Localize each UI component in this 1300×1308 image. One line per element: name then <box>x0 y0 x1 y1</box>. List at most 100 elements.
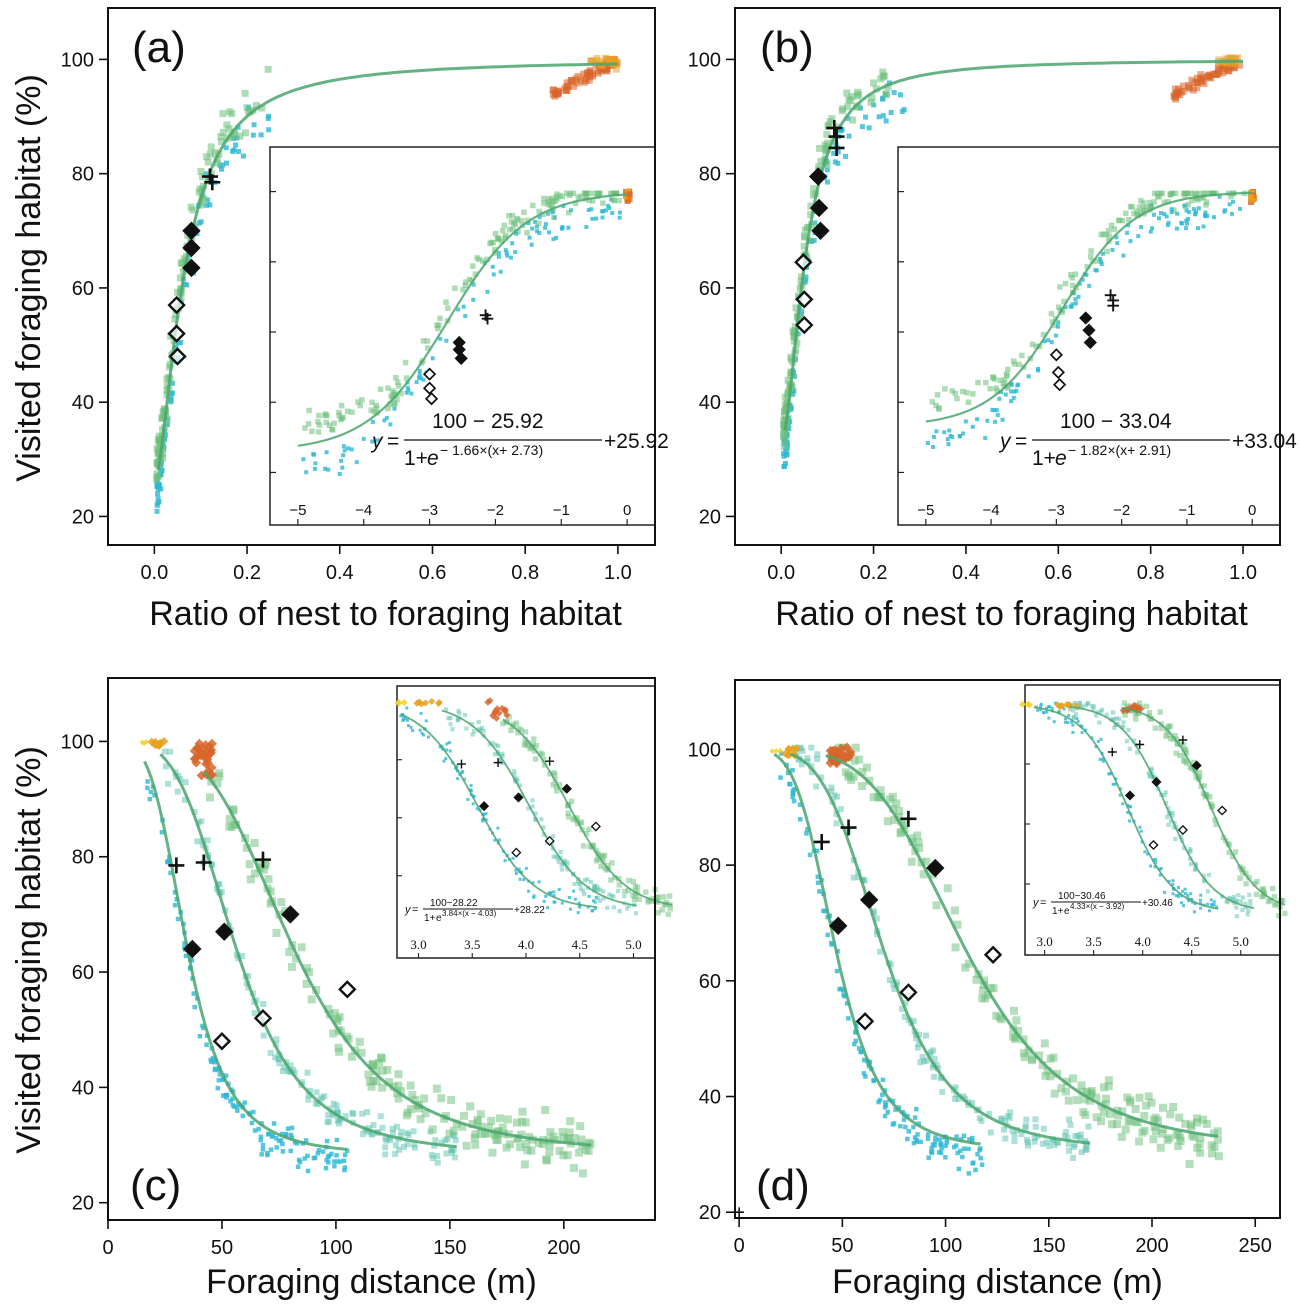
data-point <box>905 1136 910 1142</box>
data-point <box>234 1104 240 1110</box>
data-point <box>944 1137 950 1142</box>
fit-curve <box>790 752 1091 1145</box>
inset-point <box>600 200 606 206</box>
inset-point <box>1042 339 1047 344</box>
inset-point <box>592 899 596 903</box>
inset-fit-curve <box>441 709 637 907</box>
inset-point <box>1016 361 1022 368</box>
inset-point <box>1212 903 1216 907</box>
inset-point <box>1126 217 1132 223</box>
data-point <box>402 1111 411 1120</box>
equation-equals: = <box>387 430 399 453</box>
data-point <box>1118 1107 1127 1116</box>
data-point <box>299 1079 306 1086</box>
inset-marker-diamond-open <box>422 367 437 381</box>
data-point <box>814 848 820 854</box>
data-point <box>1046 1054 1055 1063</box>
inset-point <box>462 777 466 781</box>
inset-point <box>526 221 531 226</box>
data-point <box>781 407 789 415</box>
inset-point <box>479 725 485 731</box>
inset-point <box>1159 867 1163 871</box>
data-point <box>980 976 989 985</box>
data-point <box>304 1069 311 1076</box>
inset-point <box>484 698 492 706</box>
data-point <box>1099 1083 1108 1092</box>
inset-point <box>1036 708 1040 712</box>
inset-point <box>577 901 581 905</box>
data-point <box>368 1131 375 1138</box>
data-point <box>861 1071 867 1076</box>
data-point <box>1138 1128 1147 1137</box>
data-point <box>394 1081 403 1090</box>
data-point <box>216 881 223 888</box>
data-point <box>1220 63 1228 71</box>
y-tick-label: 20 <box>72 1193 94 1215</box>
data-point <box>580 70 588 78</box>
inset-point <box>622 888 628 895</box>
inset-point <box>554 854 559 859</box>
data-point <box>939 1145 944 1151</box>
data-point <box>898 1005 905 1012</box>
data-point <box>844 1001 850 1006</box>
inset-point <box>970 391 976 397</box>
data-point <box>428 1151 435 1158</box>
inset-point <box>593 847 599 854</box>
data-point <box>807 852 813 858</box>
inset-point <box>1196 769 1203 776</box>
marker-diamond-open <box>167 324 186 343</box>
data-point <box>1031 1138 1038 1145</box>
inset-point <box>484 812 488 816</box>
data-point <box>1041 1071 1050 1080</box>
data-point <box>907 834 916 843</box>
data-point <box>437 1094 446 1103</box>
inset-point <box>1063 720 1067 724</box>
data-point <box>250 132 256 138</box>
inset-point <box>1226 849 1232 856</box>
inset-point <box>496 254 501 259</box>
inset-marker-diamond-filled <box>1124 790 1136 801</box>
x-tick-label: 0.8 <box>511 562 539 584</box>
data-point <box>522 1140 531 1149</box>
inset-point <box>395 383 402 389</box>
data-point <box>205 197 211 203</box>
inset-x-tick-label: 4.5 <box>1184 934 1200 949</box>
inset-point <box>616 197 622 204</box>
x-tick-label: 250 <box>1239 1235 1272 1257</box>
data-point <box>1185 1160 1194 1169</box>
data-point <box>823 146 831 154</box>
data-point <box>344 1035 353 1044</box>
data-point <box>876 786 885 795</box>
data-point <box>791 323 799 331</box>
inset-point <box>1185 221 1190 226</box>
data-point <box>245 973 252 980</box>
panel-label: (c) <box>130 1161 181 1210</box>
inset-point <box>934 429 939 434</box>
inset-point <box>500 751 505 756</box>
data-point <box>821 908 826 914</box>
inset-point <box>406 388 411 393</box>
data-point <box>932 901 941 910</box>
data-point <box>807 202 815 210</box>
data-point <box>165 780 172 787</box>
data-point <box>172 311 180 319</box>
inset-point <box>532 894 536 898</box>
inset-point <box>1253 891 1260 898</box>
data-point <box>880 73 888 81</box>
inset-point <box>1188 862 1194 867</box>
data-point <box>886 795 895 804</box>
data-point <box>801 233 809 241</box>
inset-point <box>1243 881 1249 887</box>
data-point <box>789 327 797 335</box>
inset-point <box>357 402 363 409</box>
data-point <box>810 185 818 193</box>
inset-point <box>323 419 330 426</box>
inset-point <box>1148 772 1153 778</box>
inset-point <box>1187 764 1193 770</box>
inset-point <box>435 698 443 706</box>
data-point <box>518 1107 527 1116</box>
inset-point <box>418 728 422 732</box>
inset-point <box>515 228 521 235</box>
inset-point <box>597 898 603 903</box>
inset-point <box>1158 725 1164 732</box>
